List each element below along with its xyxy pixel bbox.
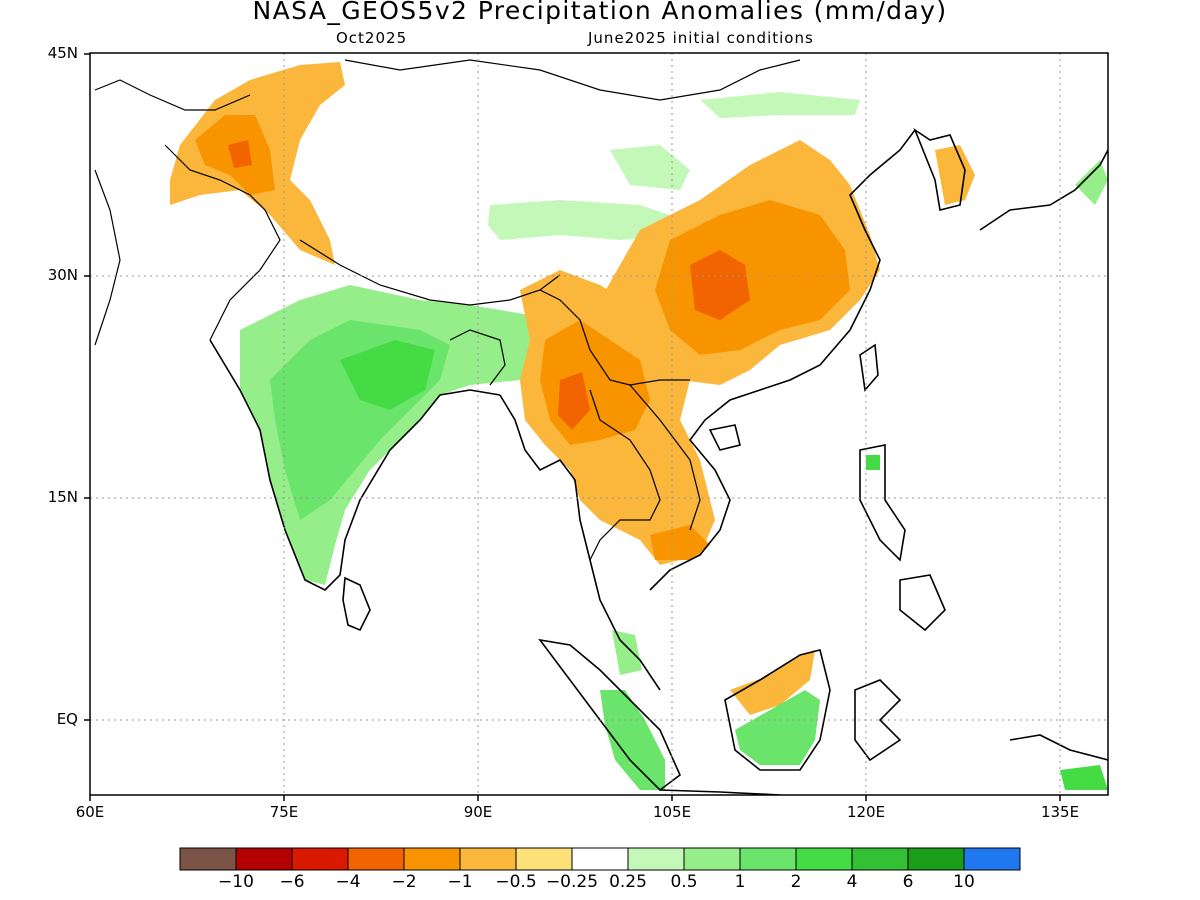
lon-label-120e: 120E — [846, 803, 886, 821]
colorbar-label: −0.25 — [545, 872, 599, 892]
colorbar-label: −0.5 — [495, 872, 537, 892]
map-title: NASA_GEOS5v2 Precipitation Anomalies (mm… — [252, 0, 948, 25]
anomaly-malaya — [612, 630, 642, 675]
anomaly-field — [170, 62, 1108, 790]
colorbar-label: 2 — [790, 872, 802, 892]
border-thailand — [589, 389, 661, 561]
coast-newguinea — [1009, 734, 1108, 761]
lat-label-30n: 30N — [47, 266, 78, 284]
coast-myanmar — [499, 394, 661, 691]
colorbar-swatch — [179, 847, 237, 871]
anomaly-myanmar-peak — [558, 372, 590, 430]
colorbar-label: 4 — [846, 872, 858, 892]
anomaly-newguinea — [1060, 765, 1108, 790]
colorbar-swatch — [683, 847, 741, 871]
coast-indochina — [649, 129, 916, 591]
colorbar-swatch — [347, 847, 405, 871]
border-iran — [94, 169, 121, 346]
border-bangladesh — [449, 329, 506, 386]
anomaly-borneo-dry — [730, 650, 815, 715]
coast-japan — [979, 149, 1108, 231]
initial-conditions: June2025 initial conditions — [588, 29, 814, 47]
coast-sulawesi — [854, 679, 902, 762]
colorbar-label: 6 — [902, 872, 914, 892]
colorbar-swatch — [963, 847, 1021, 871]
coast-borneo — [724, 649, 831, 771]
colorbar-swatch — [851, 847, 909, 871]
colorbar-label: −6 — [279, 872, 305, 892]
anomaly-korea — [935, 145, 975, 205]
colorbar — [179, 847, 1021, 871]
colorbar-label: −1 — [447, 872, 473, 892]
anomaly-japan — [1075, 160, 1108, 205]
colorbar-swatch — [571, 847, 629, 871]
border-pakistan — [164, 144, 281, 341]
colorbar-label: −10 — [218, 872, 254, 892]
anomaly-cambodia — [650, 525, 710, 560]
coast-sumatra — [538, 638, 681, 792]
anomaly-tibet — [488, 200, 680, 240]
anomaly-borneo-wet — [735, 690, 820, 765]
colorbar-swatch — [907, 847, 965, 871]
anomaly-india-peak — [340, 340, 435, 410]
colorbar-swatch — [403, 847, 461, 871]
lat-label-eq: EQ — [56, 710, 78, 728]
colorbar-label: −2 — [391, 872, 417, 892]
border-afghanistan — [94, 79, 251, 111]
colorbar-swatch — [515, 847, 573, 871]
colorbar-swatch — [235, 847, 293, 871]
forecast-month: Oct2025 — [336, 29, 408, 47]
lat-label-15n: 15N — [47, 488, 78, 506]
coast-java — [659, 789, 781, 795]
borders — [94, 59, 801, 561]
coast-india — [209, 339, 501, 591]
tick-marks — [84, 53, 1061, 801]
border-china-mongolia — [344, 59, 801, 101]
lon-label-75e: 75E — [269, 803, 299, 821]
colorbar-label: 0.5 — [670, 872, 698, 892]
coastlines — [209, 127, 1108, 795]
coast-srilanka — [342, 576, 371, 632]
anomaly-china-peak — [690, 250, 750, 320]
gridlines — [90, 53, 1108, 795]
lon-label-90e: 90E — [463, 803, 493, 821]
colorbar-swatch — [739, 847, 797, 871]
colorbar-swatch — [627, 847, 685, 871]
border-laos-vietnam — [629, 384, 701, 531]
anomaly-luzon — [866, 455, 880, 470]
colorbar-swatch — [795, 847, 853, 871]
lon-label-135e: 135E — [1040, 803, 1080, 821]
colorbar-label: 1 — [734, 872, 746, 892]
colorbar-label: 0.25 — [609, 872, 647, 892]
coast-korea — [913, 127, 966, 211]
coast-mindanao — [899, 574, 946, 632]
lat-label-45n: 45N — [47, 44, 78, 62]
border-himalaya — [299, 239, 561, 306]
anomaly-qinghai — [610, 145, 690, 190]
anomaly-china-core — [655, 200, 850, 355]
coast-taiwan — [859, 343, 879, 392]
colorbar-swatch — [291, 847, 349, 871]
coast-hainan — [708, 424, 741, 451]
lon-label-105e: 105E — [652, 803, 692, 821]
coast-luzon — [859, 444, 906, 562]
anomaly-mongolia — [700, 92, 860, 118]
colorbar-label: 10 — [953, 872, 975, 892]
lon-label-60e: 60E — [75, 803, 105, 821]
border-myanmar-china — [539, 289, 690, 386]
map-frame — [89, 52, 1109, 796]
colorbar-swatch — [459, 847, 517, 871]
anomaly-kashmir-peak — [228, 140, 252, 168]
colorbar-label: −4 — [335, 872, 361, 892]
anomaly-sumatra — [600, 690, 665, 790]
